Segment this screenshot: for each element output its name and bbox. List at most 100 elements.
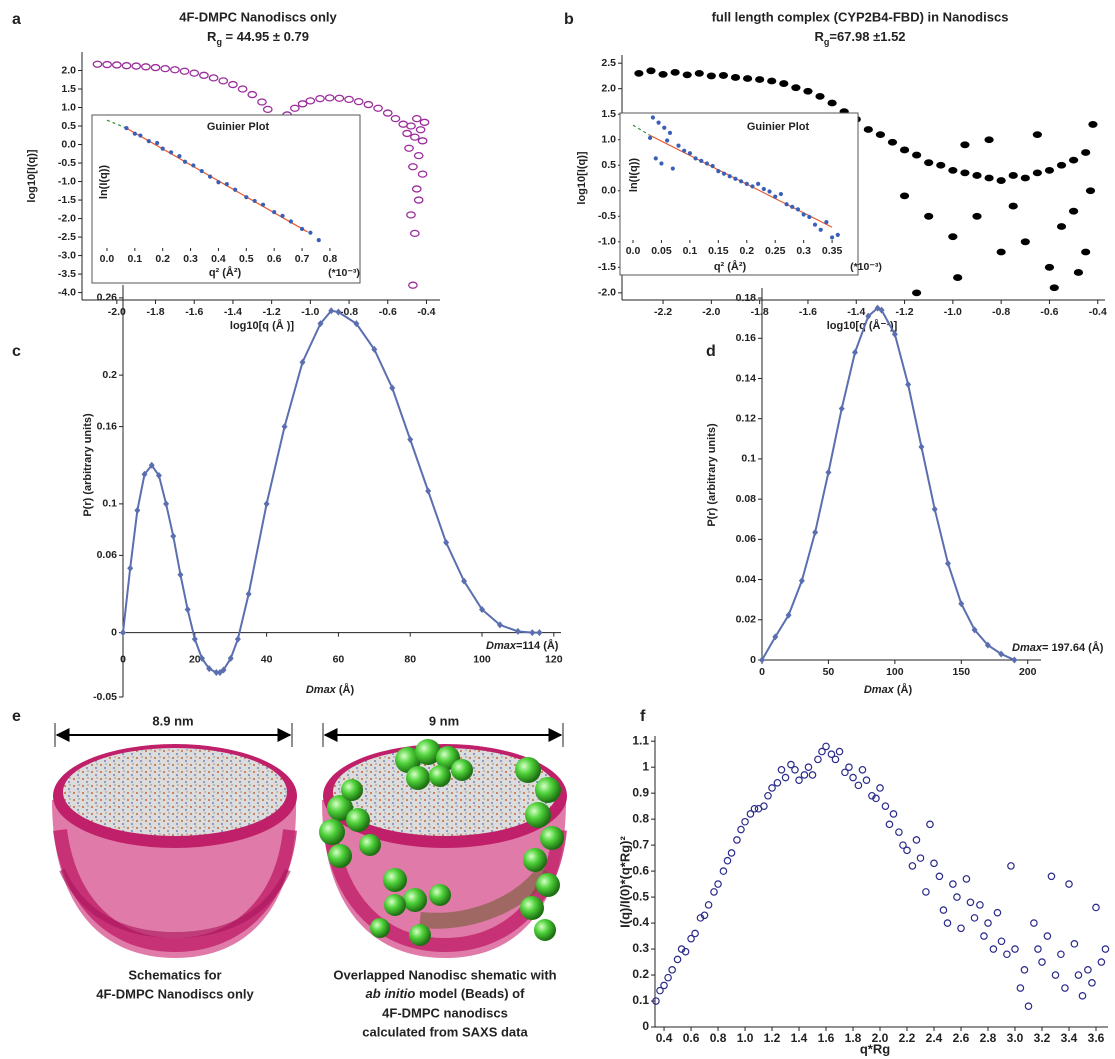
inset-x-tick-label: 0.0 <box>626 245 641 257</box>
point <box>1047 872 1056 881</box>
inset-title: Guinier Plot <box>207 121 270 133</box>
point <box>297 100 308 108</box>
x-tick-label: -0.6 <box>1040 306 1058 318</box>
x-tick-label: 3.4 <box>1061 1031 1078 1045</box>
point <box>733 836 741 844</box>
point <box>773 778 782 787</box>
y-tick-label: 0.2 <box>632 967 649 981</box>
x-tick-label: -2.0 <box>108 306 126 318</box>
point <box>382 109 393 117</box>
inset-x-tick-label: 0.2 <box>155 253 170 265</box>
point <box>218 77 229 85</box>
x-tick-label: 3.0 <box>1007 1031 1024 1045</box>
point <box>102 60 113 69</box>
y-tick-label: 0.16 <box>97 420 118 432</box>
x-tick-label: 3.2 <box>1034 1031 1051 1045</box>
point <box>704 901 713 909</box>
inset-x-label: q² (Å²) <box>714 260 747 273</box>
inset-x-unit: (*10⁻³) <box>850 261 882 273</box>
chart-subtitle-part: g <box>216 37 222 47</box>
point <box>659 161 664 166</box>
point <box>1070 940 1079 948</box>
point <box>409 133 420 141</box>
point <box>665 138 670 143</box>
y-tick-label: 0.2 <box>102 369 117 381</box>
chart-subtitle-part: = 44.95 ± 0.79 <box>222 29 309 44</box>
y-tick-label: 0.26 <box>97 292 118 304</box>
point <box>714 880 722 888</box>
point <box>681 947 690 956</box>
point <box>948 166 958 174</box>
point <box>887 138 898 146</box>
caption: 4F-DMPC nanodiscs <box>382 1005 508 1020</box>
point <box>727 849 736 857</box>
point <box>1008 172 1018 179</box>
x-axis-label: Dmax (Å) <box>864 683 913 696</box>
point <box>803 87 813 95</box>
point <box>733 176 738 181</box>
point <box>411 114 422 123</box>
point <box>768 784 776 792</box>
chart-title: full length complex (CYP2B4-FBD) in Nano… <box>712 9 1009 24</box>
y-tick-label: 0.02 <box>736 614 757 626</box>
annotation: Dmax=114 (Å) <box>486 639 559 652</box>
caption: 4F-DMPC Nanodiscs only <box>96 986 254 1001</box>
point <box>841 768 849 777</box>
point <box>818 747 826 756</box>
point <box>245 590 252 598</box>
point <box>496 621 503 629</box>
x-tick-label: -1.6 <box>185 306 203 318</box>
point <box>936 161 946 169</box>
point <box>719 867 728 875</box>
point <box>930 859 938 868</box>
point <box>402 129 412 138</box>
annotation-part: = 197.64 (Å) <box>1042 641 1104 654</box>
point <box>647 135 653 141</box>
y-tick-label: -2.5 <box>58 231 76 243</box>
point <box>790 204 795 209</box>
point <box>1084 966 1092 974</box>
point <box>984 641 991 649</box>
point <box>741 817 749 826</box>
point <box>815 92 825 100</box>
point <box>1024 1002 1033 1011</box>
point <box>812 528 819 536</box>
annotation-part: Dmax <box>486 640 517 652</box>
x-tick-label: 40 <box>261 653 273 665</box>
point <box>960 141 970 149</box>
point <box>960 169 970 177</box>
y-tick-label: -0.5 <box>598 210 616 222</box>
point <box>750 184 755 189</box>
point <box>1065 880 1073 888</box>
point <box>664 973 672 982</box>
point <box>924 212 934 220</box>
point <box>737 825 745 834</box>
point <box>704 161 710 166</box>
point <box>389 384 396 392</box>
x-tick-label: 2.4 <box>926 1031 943 1045</box>
x-axis-label: log10[q (Å )] <box>230 319 294 332</box>
point <box>281 423 288 431</box>
point <box>984 174 994 182</box>
point <box>998 650 1005 658</box>
point <box>353 320 360 328</box>
point <box>795 776 803 784</box>
point <box>148 461 155 469</box>
point <box>650 115 656 120</box>
y-tick-label: 1.1 <box>632 733 649 747</box>
point <box>670 166 675 171</box>
y-tick-label: 2.5 <box>601 57 616 69</box>
y-tick-label: 2.0 <box>61 64 76 76</box>
point <box>1056 223 1067 230</box>
y-tick-label: -1.5 <box>598 261 616 273</box>
panel-label: f <box>640 708 646 725</box>
point <box>924 159 934 167</box>
point <box>801 212 806 217</box>
point <box>335 308 342 316</box>
point <box>1020 966 1029 974</box>
point <box>744 181 749 186</box>
point <box>419 118 430 126</box>
point <box>777 765 786 774</box>
point <box>694 69 704 77</box>
y-tick-label: 0.7 <box>632 837 649 851</box>
